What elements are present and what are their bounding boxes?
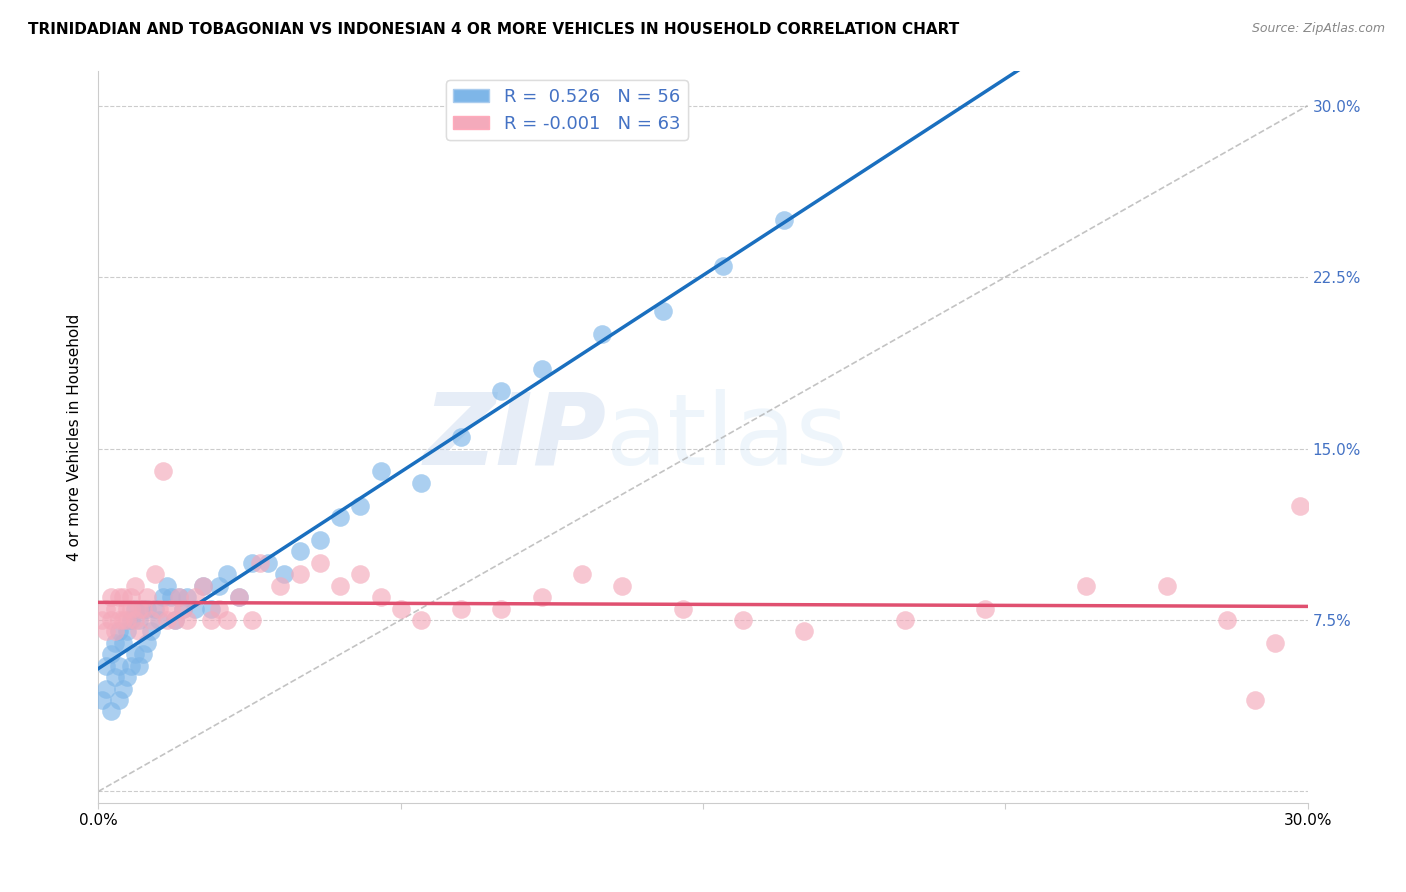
Point — [240, 556, 263, 570]
Point — [103, 636, 125, 650]
Point — [100, 590, 122, 604]
Point — [409, 475, 432, 490]
Point — [135, 590, 157, 604]
Point — [124, 647, 146, 661]
Text: TRINIDADIAN AND TOBAGONIAN VS INDONESIAN 4 OR MORE VEHICLES IN HOUSEHOLD CORRELA: TRINIDADIAN AND TOBAGONIAN VS INDONESIAN… — [28, 22, 959, 37]
Point — [389, 601, 412, 615]
Point — [176, 613, 198, 627]
Point — [1288, 499, 1310, 513]
Point — [107, 590, 129, 604]
Point — [370, 464, 392, 478]
Point — [111, 636, 134, 650]
Legend: R =  0.526   N = 56, R = -0.001   N = 63: R = 0.526 N = 56, R = -0.001 N = 63 — [446, 80, 688, 140]
Point — [256, 556, 278, 570]
Point — [571, 567, 593, 582]
Point — [120, 613, 142, 627]
Point — [156, 579, 179, 593]
Point — [107, 624, 129, 639]
Point — [329, 510, 352, 524]
Point — [893, 613, 915, 627]
Point — [103, 624, 125, 639]
Point — [240, 613, 263, 627]
Point — [111, 681, 134, 696]
Point — [530, 590, 553, 604]
Point — [172, 601, 194, 615]
Text: ZIP: ZIP — [423, 389, 606, 485]
Point — [249, 556, 271, 570]
Point — [115, 624, 138, 639]
Point — [96, 601, 118, 615]
Point — [1244, 693, 1267, 707]
Point — [184, 590, 207, 604]
Point — [208, 579, 231, 593]
Point — [143, 601, 166, 615]
Point — [139, 624, 162, 639]
Point — [793, 624, 815, 639]
Point — [228, 590, 250, 604]
Text: atlas: atlas — [606, 389, 848, 485]
Point — [409, 613, 432, 627]
Point — [200, 601, 222, 615]
Point — [193, 579, 215, 593]
Point — [103, 601, 125, 615]
Point — [160, 590, 183, 604]
Point — [200, 613, 222, 627]
Point — [329, 579, 352, 593]
Point — [217, 567, 239, 582]
Point — [163, 613, 186, 627]
Point — [124, 579, 146, 593]
Point — [160, 601, 183, 615]
Point — [111, 590, 134, 604]
Point — [288, 544, 311, 558]
Point — [120, 590, 142, 604]
Point — [103, 670, 125, 684]
Point — [228, 590, 250, 604]
Point — [152, 590, 174, 604]
Point — [135, 636, 157, 650]
Point — [148, 613, 170, 627]
Point — [974, 601, 997, 615]
Point — [208, 601, 231, 615]
Point — [96, 658, 118, 673]
Point — [672, 601, 695, 615]
Point — [128, 613, 150, 627]
Point — [450, 601, 472, 615]
Point — [1216, 613, 1239, 627]
Point — [772, 213, 794, 227]
Point — [309, 533, 332, 547]
Point — [100, 705, 122, 719]
Point — [100, 613, 122, 627]
Point — [167, 590, 190, 604]
Point — [193, 579, 215, 593]
Point — [491, 601, 513, 615]
Point — [148, 601, 170, 615]
Point — [107, 693, 129, 707]
Point — [491, 384, 513, 399]
Point — [1264, 636, 1286, 650]
Point — [132, 601, 155, 615]
Point — [100, 647, 122, 661]
Point — [91, 693, 114, 707]
Point — [115, 613, 138, 627]
Point — [132, 647, 155, 661]
Point — [107, 613, 129, 627]
Point — [711, 259, 734, 273]
Point — [124, 601, 146, 615]
Point — [349, 499, 371, 513]
Point — [128, 658, 150, 673]
Point — [269, 579, 291, 593]
Point — [309, 556, 332, 570]
Point — [163, 613, 186, 627]
Point — [1074, 579, 1097, 593]
Point — [120, 658, 142, 673]
Point — [128, 624, 150, 639]
Point — [184, 601, 207, 615]
Point — [96, 681, 118, 696]
Point — [349, 567, 371, 582]
Text: Source: ZipAtlas.com: Source: ZipAtlas.com — [1251, 22, 1385, 36]
Point — [172, 601, 194, 615]
Point — [111, 613, 134, 627]
Point — [120, 601, 142, 615]
Point — [132, 601, 155, 615]
